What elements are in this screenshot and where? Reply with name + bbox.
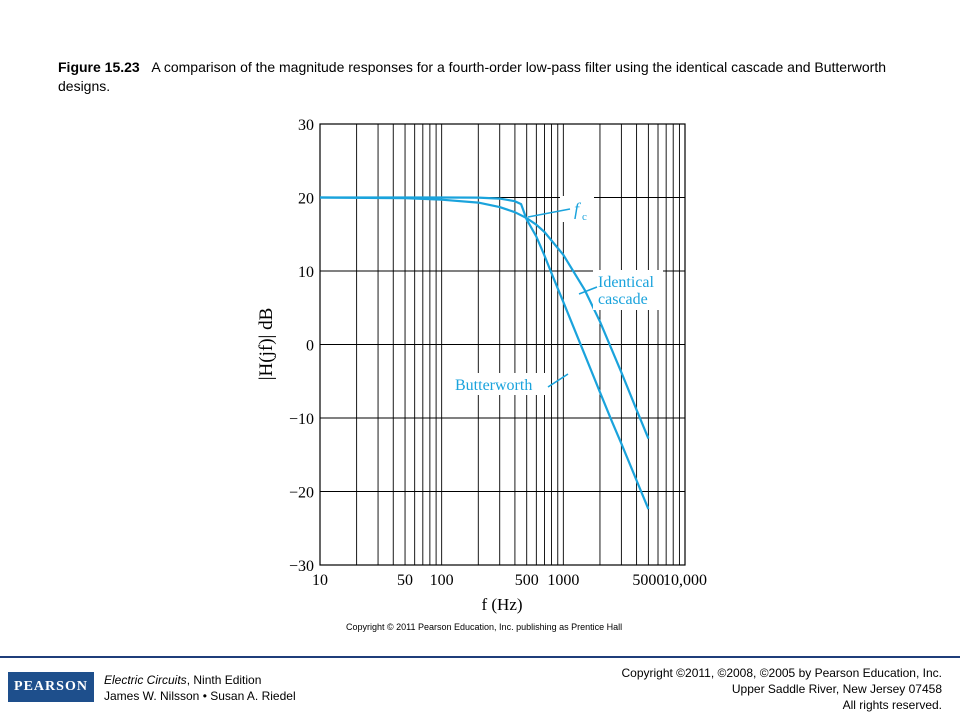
y-tick-label: −20	[289, 485, 314, 502]
y-tick-label: 20	[298, 191, 314, 208]
book-info: Electric Circuits, Ninth Edition James W…	[104, 672, 296, 704]
x-axis-label: f (Hz)	[481, 595, 522, 614]
y-tick-label: −30	[289, 558, 314, 575]
butterworth-label: Butterworth	[455, 377, 532, 394]
y-tick-label: 30	[298, 117, 314, 134]
x-tick-label: 5000	[632, 572, 664, 589]
fc-subscript: c	[582, 211, 587, 223]
x-tick-label: 1000	[547, 572, 579, 589]
rights-notice: Copyright ©2011, ©2008, ©2005 by Pearson…	[621, 665, 942, 713]
y-tick-labels: 30 20 10 0 −10 −20 −30	[289, 117, 314, 575]
plot-frame	[319, 123, 686, 566]
identical-label-line1: Identical	[598, 274, 655, 291]
identical-cascade-line	[319, 196, 650, 440]
identical-cascade-annotation: Identical cascade	[578, 270, 663, 310]
x-tick-label: 500	[515, 572, 539, 589]
rights-line-3: All rights reserved.	[842, 698, 942, 712]
book-title: Electric Circuits	[104, 673, 187, 687]
x-tick-label: 10	[312, 572, 328, 589]
fc-label: f	[574, 199, 582, 219]
book-edition: , Ninth Edition	[186, 673, 262, 687]
figure-label: Figure 15.23	[58, 59, 140, 75]
y-axis-label: |H(jf)| dB	[256, 308, 277, 381]
caption-text: A comparison of the magnitude responses …	[58, 59, 886, 94]
grid-lines	[320, 124, 685, 565]
source-note: Copyright © 2011 Pearson Education, Inc.…	[346, 622, 623, 632]
figure-caption: Figure 15.23 A comparison of the magnitu…	[58, 58, 918, 96]
x-tick-label: 10,000	[663, 572, 707, 589]
book-authors: James W. Nilsson • Susan A. Riedel	[104, 689, 296, 703]
y-tick-label: −10	[289, 411, 314, 428]
butterworth-annotation: Butterworth	[452, 373, 569, 395]
butterworth-line	[320, 196, 650, 510]
identical-label-line2: cascade	[598, 291, 648, 308]
x-tick-label: 50	[397, 572, 413, 589]
publisher-logo: PEARSON	[8, 672, 94, 702]
series-lines	[319, 196, 650, 510]
rights-line-2: Upper Saddle River, New Jersey 07458	[731, 682, 942, 696]
x-tick-label: 100	[430, 572, 454, 589]
y-tick-label: 0	[306, 338, 314, 355]
y-tick-label: 10	[298, 264, 314, 281]
footer-divider	[0, 656, 960, 658]
rights-line-1: Copyright ©2011, ©2008, ©2005 by Pearson…	[621, 666, 942, 680]
fc-annotation: f c	[527, 196, 594, 223]
